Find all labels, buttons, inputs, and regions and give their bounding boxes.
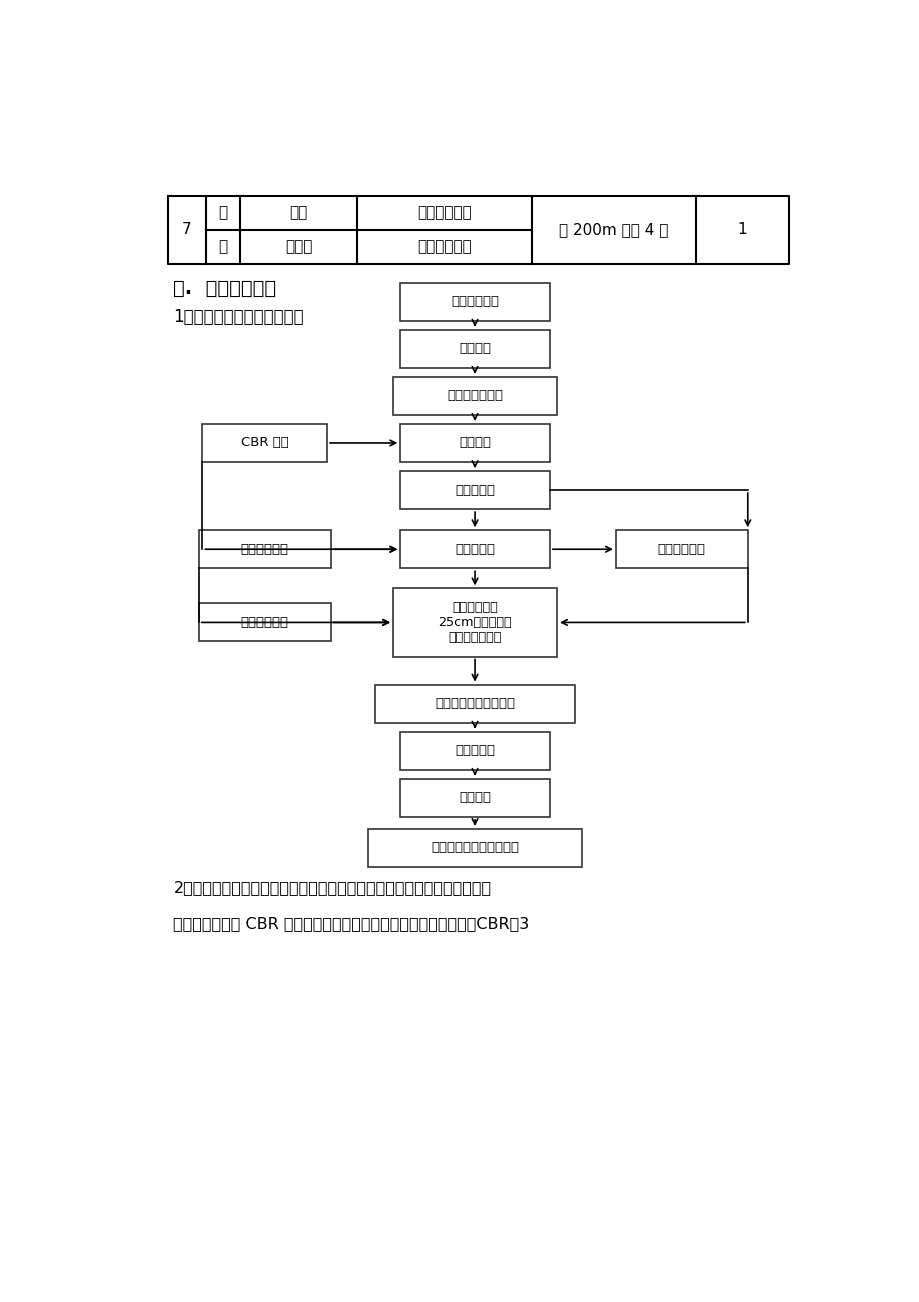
- Text: 检测合格进行下一层填筑: 检测合格进行下一层填筑: [431, 841, 518, 854]
- Text: 坡: 坡: [218, 240, 227, 254]
- Text: 压路机按碾压参数碾压: 压路机按碾压参数碾压: [435, 697, 515, 710]
- Bar: [400, 471, 550, 509]
- Text: 其基础土质强度 CBR 值应满足设计要求。路基填方材料最小强度（CBR）3: 其基础土质强度 CBR 值应满足设计要求。路基填方材料最小强度（CBR）3: [174, 915, 529, 931]
- Text: 1、路基填筑施工工艺流程图: 1、路基填筑施工工艺流程图: [174, 307, 304, 326]
- Text: 压实度检测: 压实度检测: [455, 483, 494, 496]
- Text: 清表及清运垃圾: 清表及清运垃圾: [447, 389, 503, 402]
- Bar: [615, 530, 747, 568]
- Text: 料场材料试验: 料场材料试验: [241, 543, 289, 556]
- Text: 压实度试验: 压实度试验: [455, 745, 494, 758]
- Bar: [202, 424, 327, 462]
- Bar: [375, 685, 574, 723]
- Bar: [400, 779, 550, 816]
- Text: 自卸汽车运土: 自卸汽车运土: [241, 616, 289, 629]
- Text: 七.  施工组织方案: 七. 施工组织方案: [174, 279, 277, 298]
- Text: CBR 试验: CBR 试验: [241, 436, 289, 449]
- Text: 分层填筑（厚
25cm）推土机推
土，平地机整平: 分层填筑（厚 25cm）推土机推 土，平地机整平: [437, 602, 511, 644]
- Text: 填筑试验段: 填筑试验段: [455, 543, 494, 556]
- Text: 符合设计要求: 符合设计要求: [417, 240, 471, 254]
- Bar: [400, 424, 550, 462]
- Bar: [400, 329, 550, 367]
- Text: 1: 1: [737, 223, 746, 237]
- Bar: [400, 732, 550, 769]
- Bar: [392, 376, 557, 415]
- Text: 符合设计要求: 符合设计要求: [417, 206, 471, 220]
- Text: 填前碾压: 填前碾压: [459, 436, 491, 449]
- Text: 边: 边: [218, 206, 227, 220]
- Text: 确定碾压参数: 确定碾压参数: [657, 543, 705, 556]
- Text: 7: 7: [182, 223, 192, 237]
- Text: 每 200m 抽查 4 处: 每 200m 抽查 4 处: [559, 223, 668, 237]
- Text: 高程测量: 高程测量: [459, 792, 491, 805]
- Text: 坡度: 坡度: [289, 206, 307, 220]
- Text: 平顺度: 平顺度: [285, 240, 312, 254]
- Bar: [199, 530, 330, 568]
- Bar: [400, 283, 550, 320]
- Bar: [392, 589, 557, 656]
- Bar: [400, 530, 550, 568]
- Text: 2、基础处理首先进行清除地表种植土层及其草皮、树根及其垃圾类物品。: 2、基础处理首先进行清除地表种植土层及其草皮、树根及其垃圾类物品。: [174, 880, 491, 896]
- Text: 施工方案审批: 施工方案审批: [450, 296, 498, 309]
- Bar: [368, 829, 582, 867]
- Text: 测量放样: 测量放样: [459, 342, 491, 355]
- Bar: [199, 603, 330, 642]
